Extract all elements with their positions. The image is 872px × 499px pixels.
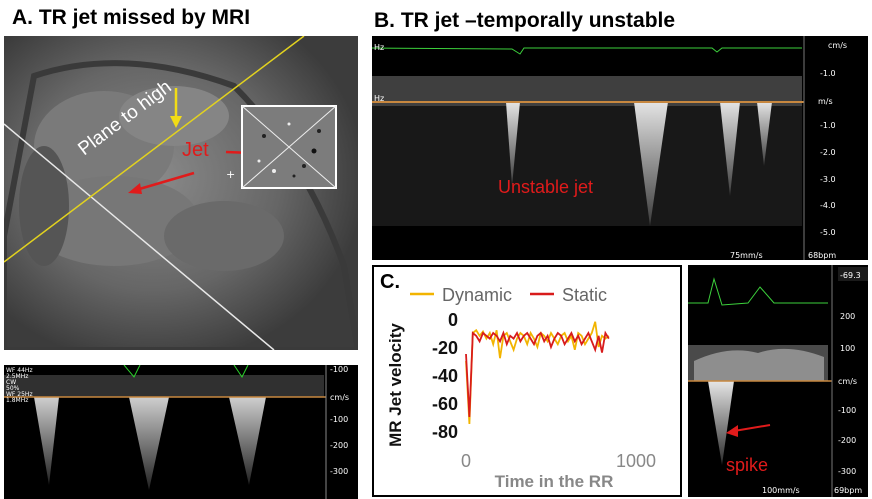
yellow-plane-line — [4, 36, 305, 263]
svg-text:75mm/s: 75mm/s — [730, 251, 763, 260]
y-tick-label: -60 — [432, 394, 458, 414]
svg-text:200: 200 — [840, 312, 855, 321]
y-tick-label: -80 — [432, 422, 458, 442]
series-line-dynamic — [465, 321, 610, 425]
unstable-jet-annotation: Unstable jet — [498, 177, 593, 197]
panel-a-title: A. TR jet missed by MRI — [12, 6, 251, 29]
doppler-d-spectrum: -69.3 200 100 cm/s -100 -200 -300 100mm/… — [688, 265, 868, 497]
doppler-a-panel: -100 cm/s -100 -200 -300 WF 44Hz 2.5MHz … — [4, 365, 358, 499]
svg-text:cm/s: cm/s — [330, 393, 349, 402]
spike-annotation: spike — [726, 455, 768, 475]
y-axis-title: MR Jet velocity — [386, 323, 405, 447]
y-tick-label: -40 — [432, 366, 458, 386]
svg-text:CW: CW — [6, 379, 16, 386]
svg-text:69bpm: 69bpm — [834, 486, 862, 495]
svg-text:100mm/s: 100mm/s — [762, 486, 800, 495]
svg-text:Hz: Hz — [374, 94, 384, 103]
svg-text:-4.0: -4.0 — [820, 201, 836, 210]
svg-text:+: + — [226, 168, 235, 181]
svg-text:50%: 50% — [6, 385, 20, 392]
x-axis-title: Time in the RR — [495, 472, 614, 491]
jet-annotation: Jet — [182, 139, 209, 161]
svg-text:-5.0: -5.0 — [820, 228, 836, 237]
svg-text:-3.0: -3.0 — [820, 175, 836, 184]
legend-label-dynamic: Dynamic — [442, 285, 512, 305]
svg-text:1.8MHz: 1.8MHz — [6, 397, 28, 404]
svg-text:-2.0: -2.0 — [820, 148, 836, 157]
svg-text:-200: -200 — [838, 436, 856, 445]
svg-text:WF 44Hz: WF 44Hz — [6, 367, 33, 374]
spike-arrow — [726, 425, 738, 437]
x-tick-label: 0 — [461, 451, 471, 471]
svg-text:-69.3: -69.3 — [840, 271, 861, 280]
svg-text:-100: -100 — [330, 415, 348, 424]
svg-text:-1.0: -1.0 — [820, 69, 836, 78]
svg-text:-100: -100 — [838, 406, 856, 415]
svg-text:-300: -300 — [838, 467, 856, 476]
panel-c-chart: C. 0 -20 -40 -60 -80 0 1000 Time in the RR MR Je… — [372, 265, 682, 497]
x-tick-label: 1000 — [616, 451, 656, 471]
doppler-b-spectrum: Hz Hz cm/s -1.0 m/s -1.0 -2.0 -3.0 -4.0 … — [372, 36, 847, 260]
doppler-a-spectrum: -100 cm/s -100 -200 -300 WF 44Hz 2.5MHz … — [4, 365, 349, 499]
svg-text:m/s: m/s — [818, 97, 833, 106]
svg-text:-1.0: -1.0 — [820, 121, 836, 130]
svg-text:2.5MHz: 2.5MHz — [6, 373, 28, 380]
yellow-down-arrow — [170, 116, 182, 128]
svg-text:cm/s: cm/s — [838, 377, 857, 386]
series-line-static — [465, 330, 610, 418]
svg-text:100: 100 — [840, 344, 855, 353]
svg-text:cm/s: cm/s — [828, 41, 847, 50]
panel-b-title: B. TR jet –temporally unstable — [374, 9, 676, 32]
svg-text:-300: -300 — [330, 467, 348, 476]
svg-text:-100: -100 — [330, 365, 348, 374]
mri-image: + Plane to high Jet — [4, 36, 358, 350]
svg-text:68bpm: 68bpm — [808, 251, 836, 260]
panel-c-title: C. — [380, 271, 400, 293]
mri-image-panel: + Plane to high Jet — [4, 36, 358, 350]
legend-label-static: Static — [562, 285, 607, 305]
y-tick-label: -20 — [432, 338, 458, 358]
svg-text:WF 25Hz: WF 25Hz — [6, 391, 33, 398]
y-tick-label: 0 — [448, 310, 458, 330]
white-plane-line — [4, 123, 275, 350]
doppler-d-panel: -69.3 200 100 cm/s -100 -200 -300 100mm/… — [688, 265, 868, 497]
doppler-b-panel: Hz Hz cm/s -1.0 m/s -1.0 -2.0 -3.0 -4.0 … — [372, 36, 868, 260]
svg-text:Hz: Hz — [374, 43, 384, 52]
svg-text:-200: -200 — [330, 441, 348, 450]
red-arrow-left — [128, 183, 142, 194]
